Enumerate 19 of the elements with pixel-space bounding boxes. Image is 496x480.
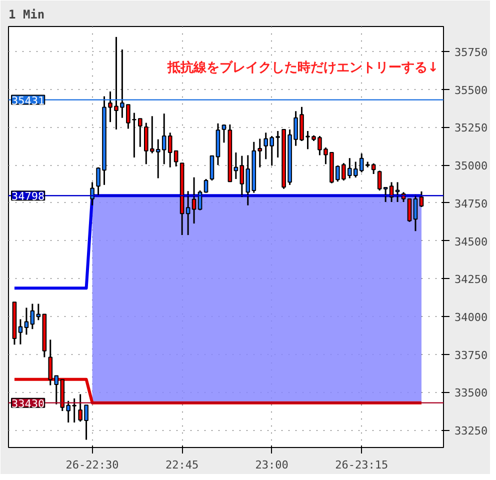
x-tick-label: 26-23:15	[335, 458, 388, 472]
chart-title: 1 Min	[8, 8, 45, 22]
ref-line-label: 33430	[12, 397, 45, 410]
y-tick-label: 33750	[454, 348, 488, 362]
y-tick-label: 33500	[454, 386, 488, 400]
ref-line-label: 35431	[12, 94, 45, 108]
y-tick-label: 35250	[454, 122, 488, 135]
y-tick-label: 35750	[454, 46, 488, 59]
y-tick-label: 33250	[454, 424, 488, 438]
y-tick-label: 34000	[454, 311, 488, 324]
y-tick-label: 35500	[454, 84, 488, 97]
y-tick-label: 34500	[454, 235, 488, 248]
annotation: 抵抗線をブレイクした時だけエントリーする↓	[166, 60, 439, 76]
y-tick-label: 34250	[454, 273, 488, 286]
y-tick-label: 34750	[454, 197, 488, 210]
x-tick-label: 26-22:30	[66, 458, 119, 472]
x-tick-label: 23:00	[255, 458, 288, 472]
y-tick-label: 35000	[454, 160, 488, 173]
x-tick-label: 22:45	[166, 458, 199, 472]
